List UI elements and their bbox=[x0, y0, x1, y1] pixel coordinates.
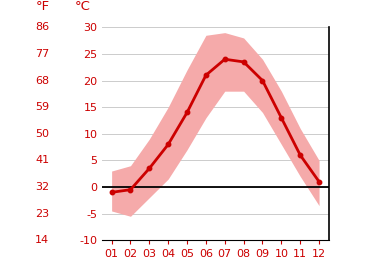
Text: 32: 32 bbox=[35, 182, 49, 192]
Text: 50: 50 bbox=[35, 129, 49, 139]
Text: 14: 14 bbox=[35, 235, 49, 245]
Text: 59: 59 bbox=[35, 102, 49, 112]
Text: 23: 23 bbox=[35, 209, 49, 219]
Text: 86: 86 bbox=[35, 22, 49, 32]
Text: 68: 68 bbox=[35, 76, 49, 85]
Text: 77: 77 bbox=[35, 49, 49, 59]
Text: °F: °F bbox=[35, 1, 49, 13]
Text: 41: 41 bbox=[35, 155, 49, 165]
Text: °C: °C bbox=[75, 1, 91, 13]
